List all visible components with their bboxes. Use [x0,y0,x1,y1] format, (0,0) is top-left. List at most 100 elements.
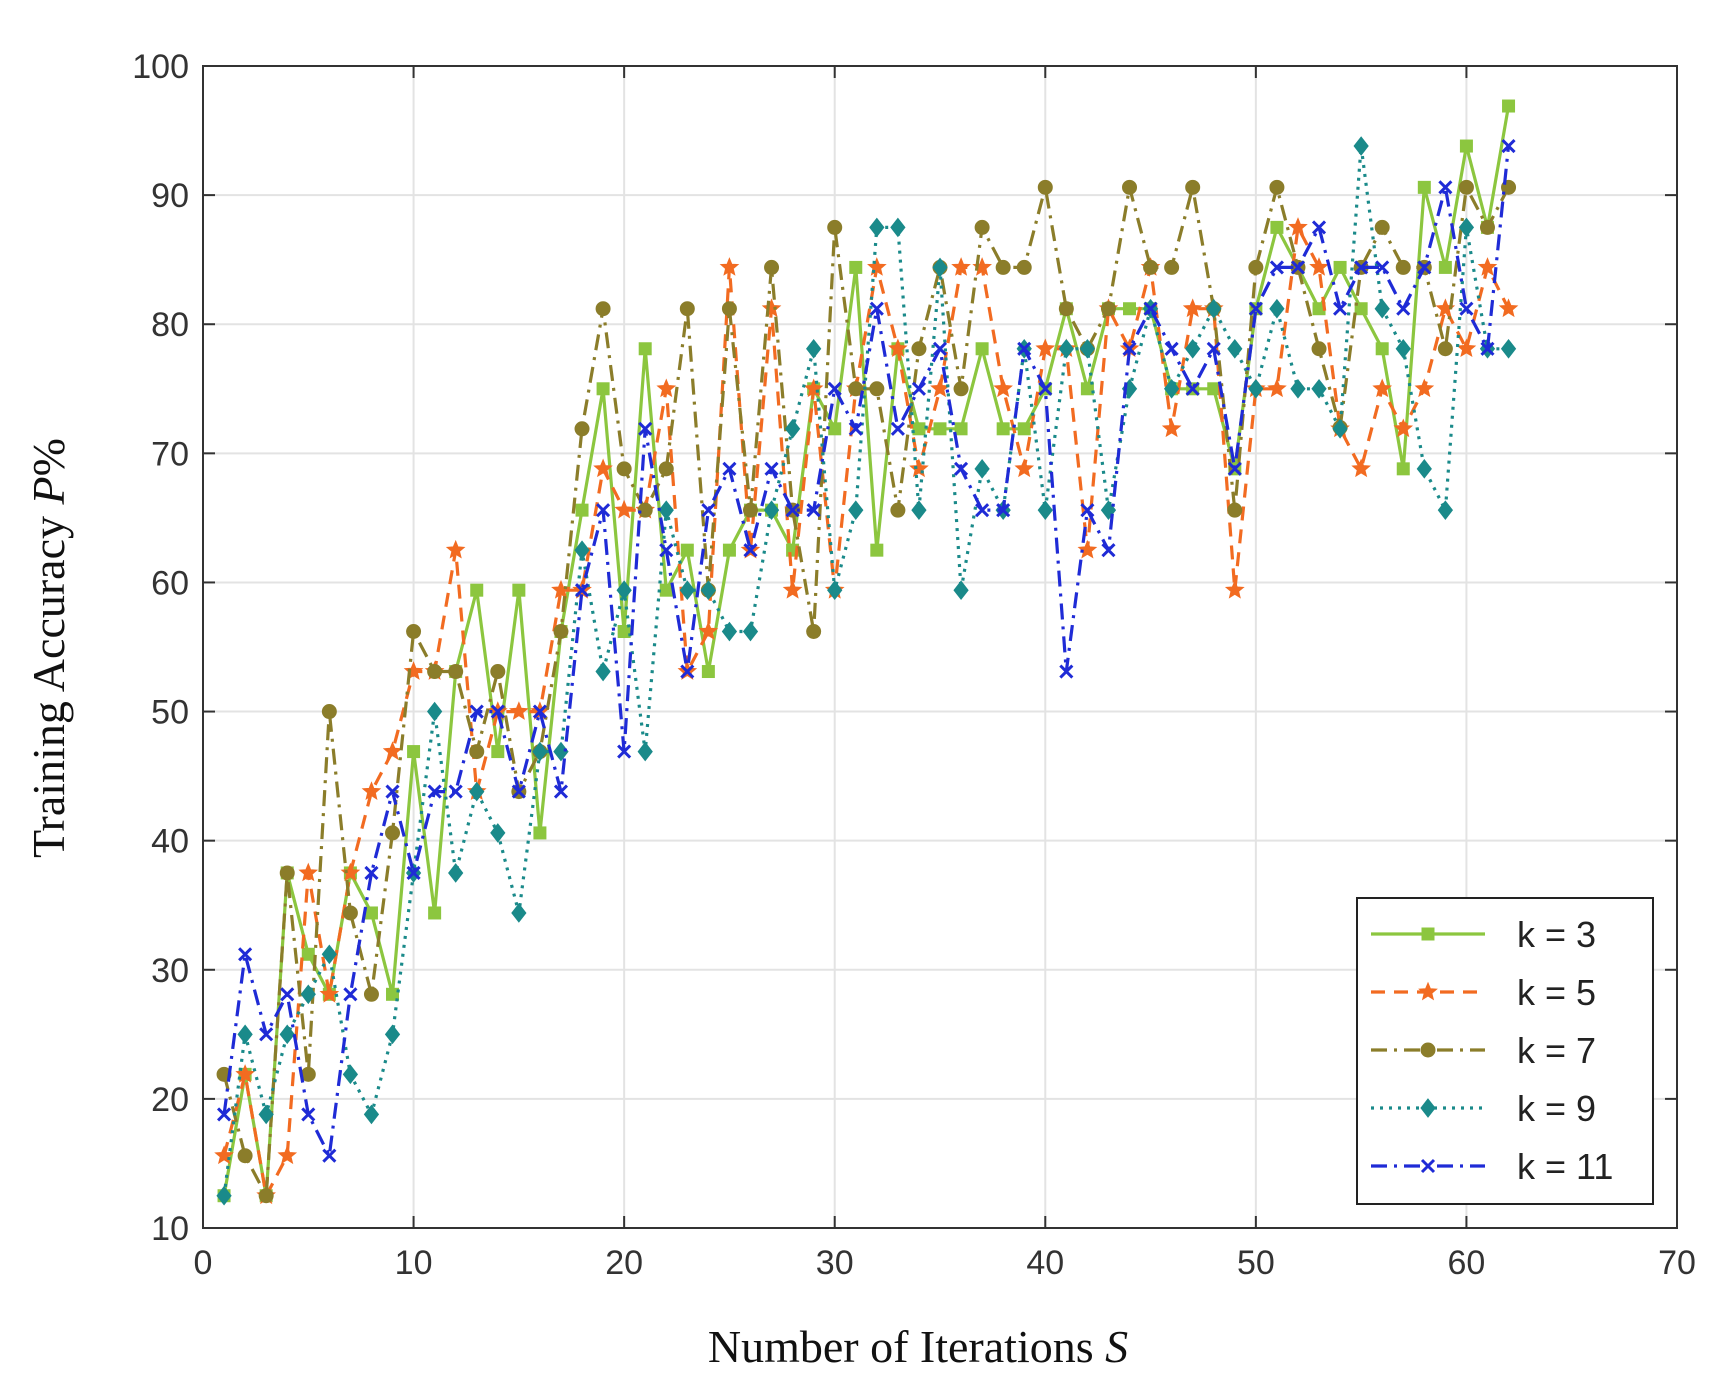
data-point [407,745,421,759]
data-point [238,947,253,962]
data-point [637,502,653,518]
data-point [1417,180,1431,194]
data-point [1206,298,1222,319]
data-point [719,257,740,276]
data-point [1438,260,1452,274]
data-point [617,625,631,639]
data-point [1224,579,1245,599]
x-tick-label: 0 [194,1244,213,1282]
data-point [321,704,337,720]
data-point [490,704,505,719]
data-point [1248,301,1263,316]
data-point [574,421,590,437]
data-point [890,217,906,238]
data-point [658,500,674,520]
data-point [1459,139,1473,153]
y-axis-label: Training Accuracy P% [23,438,74,858]
data-point [1037,179,1053,195]
data-point [532,741,548,762]
data-point [1185,381,1200,396]
legend-marker [1420,1158,1436,1174]
y-tick-label: 60 [151,564,189,602]
data-point [870,543,884,557]
data-point [382,741,403,760]
data-point [1437,341,1453,357]
x-tick-label: 20 [605,1244,643,1282]
data-point [764,461,779,476]
data-point [1311,341,1327,357]
data-point [911,381,927,396]
data-point [1311,378,1327,399]
data-point [448,664,464,680]
data-point [1143,301,1158,316]
data-point [1161,418,1182,438]
data-point [1332,418,1348,439]
data-point [1227,502,1243,518]
legend-label: k = 9 [1517,1088,1596,1129]
data-point [1185,338,1201,359]
data-point [1311,220,1327,235]
y-tick-label: 20 [151,1081,189,1119]
data-point [363,986,379,1002]
data-point [258,1104,274,1125]
data-point [363,1104,380,1125]
data-point [470,583,484,597]
data-point [1016,259,1032,275]
data-point [721,301,737,317]
data-point [1270,220,1284,234]
data-point [1502,99,1516,113]
data-point [596,382,610,396]
data-point [1207,382,1221,396]
data-point [1267,378,1287,398]
data-point [1185,179,1201,195]
y-tick-label: 10 [151,1210,189,1248]
data-point [1438,180,1453,195]
data-point [1458,179,1474,195]
data-point [764,259,780,275]
data-point [301,947,315,961]
x-tick-label: 50 [1237,1244,1275,1282]
y-axis-label-variable: P [23,476,74,505]
legend-label: k = 3 [1517,914,1596,955]
data-point [406,865,421,881]
legend-marker [1420,1042,1436,1058]
data-point [1375,260,1390,275]
data-point [890,502,906,518]
data-point [721,621,738,642]
data-point [993,378,1013,398]
data-point [1269,179,1285,195]
data-point [680,664,695,679]
data-point [1309,257,1329,276]
data-point [617,744,632,759]
data-point [1227,338,1243,359]
data-point [932,257,948,278]
data-point [277,1145,298,1165]
data-point [1058,301,1074,317]
data-point [782,579,803,599]
data-point [975,342,989,356]
data-point [638,342,652,356]
data-point [1333,301,1348,316]
data-point [616,580,632,601]
legend-label: k = 7 [1517,1030,1596,1071]
data-point [364,906,378,920]
data-point [1456,338,1477,358]
data-point [974,459,990,479]
data-point [469,781,485,802]
data-point [656,378,677,398]
data-point [827,580,843,601]
data-point [869,217,885,238]
data-point [216,1185,232,1206]
data-point [532,704,547,719]
data-point [954,422,968,436]
legend-entry: k = 5 [1371,972,1596,1013]
series-layer [214,99,1519,1206]
data-point [216,1107,232,1122]
data-point [1164,341,1179,356]
data-point [258,1188,274,1204]
data-point [637,741,653,762]
data-point [300,984,316,1005]
data-point [428,906,442,920]
data-point [1458,217,1475,238]
